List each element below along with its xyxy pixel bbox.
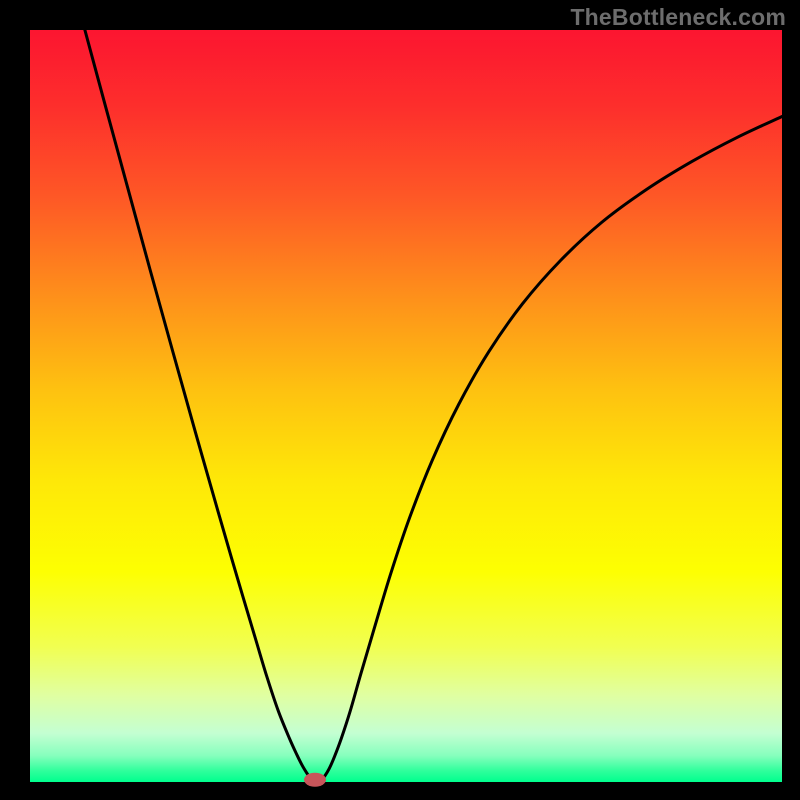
attribution-text: TheBottleneck.com	[570, 4, 786, 31]
chart-gradient-bg	[30, 30, 782, 782]
optimal-point-marker	[304, 773, 326, 787]
chart-container: TheBottleneck.com	[0, 0, 800, 800]
bottleneck-chart	[0, 0, 800, 800]
